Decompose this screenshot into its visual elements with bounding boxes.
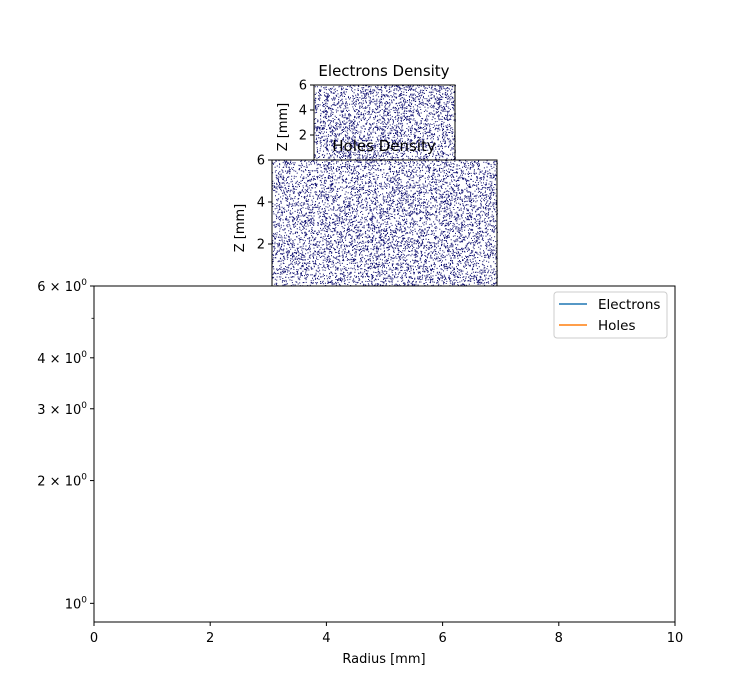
xtick-label: 10 [667, 631, 684, 646]
line-plot-background [94, 286, 675, 622]
legend-holes-label: Holes [598, 318, 636, 334]
ytick-label: 3 × 100 [37, 401, 87, 418]
xtick-label: 8 [555, 631, 563, 646]
holes-density-plot: Holes Density Z [mm] 2 4 6 [233, 137, 498, 287]
holes-density-ytick-label: 6 [257, 154, 265, 169]
ytick-label: 4 × 100 [37, 350, 87, 367]
line-plot-frame [93, 285, 676, 623]
electrons-density-yticks: 2 4 6 [299, 79, 314, 144]
electrons-density-title: Electrons Density [318, 62, 449, 80]
holes-density-ytick-label: 2 [257, 238, 265, 253]
line-plot-xticks: 0 2 4 6 8 10 [90, 622, 683, 646]
holes-density-ylabel: Z [mm] [233, 204, 248, 253]
holes-density-ytick-label: 4 [257, 196, 265, 211]
xtick-label: 4 [322, 631, 330, 646]
holes-density-yticks: 2 4 6 [257, 154, 272, 253]
electrons-density-plot: Electrons Density Z [mm] 2 4 6 [276, 62, 456, 161]
xtick-label: 6 [438, 631, 446, 646]
xtick-label: 0 [90, 631, 98, 646]
density-dots [272, 160, 498, 287]
electrons-density-ytick-label: 2 [299, 129, 307, 144]
line-plot-yticks: 100 2 × 100 3 × 100 4 × 100 6 × 100 [37, 278, 94, 612]
xtick-label: 2 [206, 631, 214, 646]
electrons-density-ytick-label: 4 [299, 104, 307, 119]
legend-electrons-label: Electrons [598, 297, 660, 313]
electrons-density-heatmap [314, 85, 456, 161]
legend: Electrons Holes [553, 291, 668, 339]
holes-density-heatmap [272, 160, 498, 287]
electrons-density-ylabel: Z [mm] [276, 103, 291, 152]
ytick-label: 100 [65, 595, 88, 612]
ytick-label: 6 × 100 [37, 278, 87, 295]
density-dots [314, 85, 456, 161]
ytick-label: 2 × 100 [37, 473, 87, 490]
line-plot-xlabel: Radius [mm] [342, 652, 425, 667]
electrons-density-ytick-label: 6 [299, 79, 307, 94]
holes-density-title: Holes Density [332, 137, 436, 155]
